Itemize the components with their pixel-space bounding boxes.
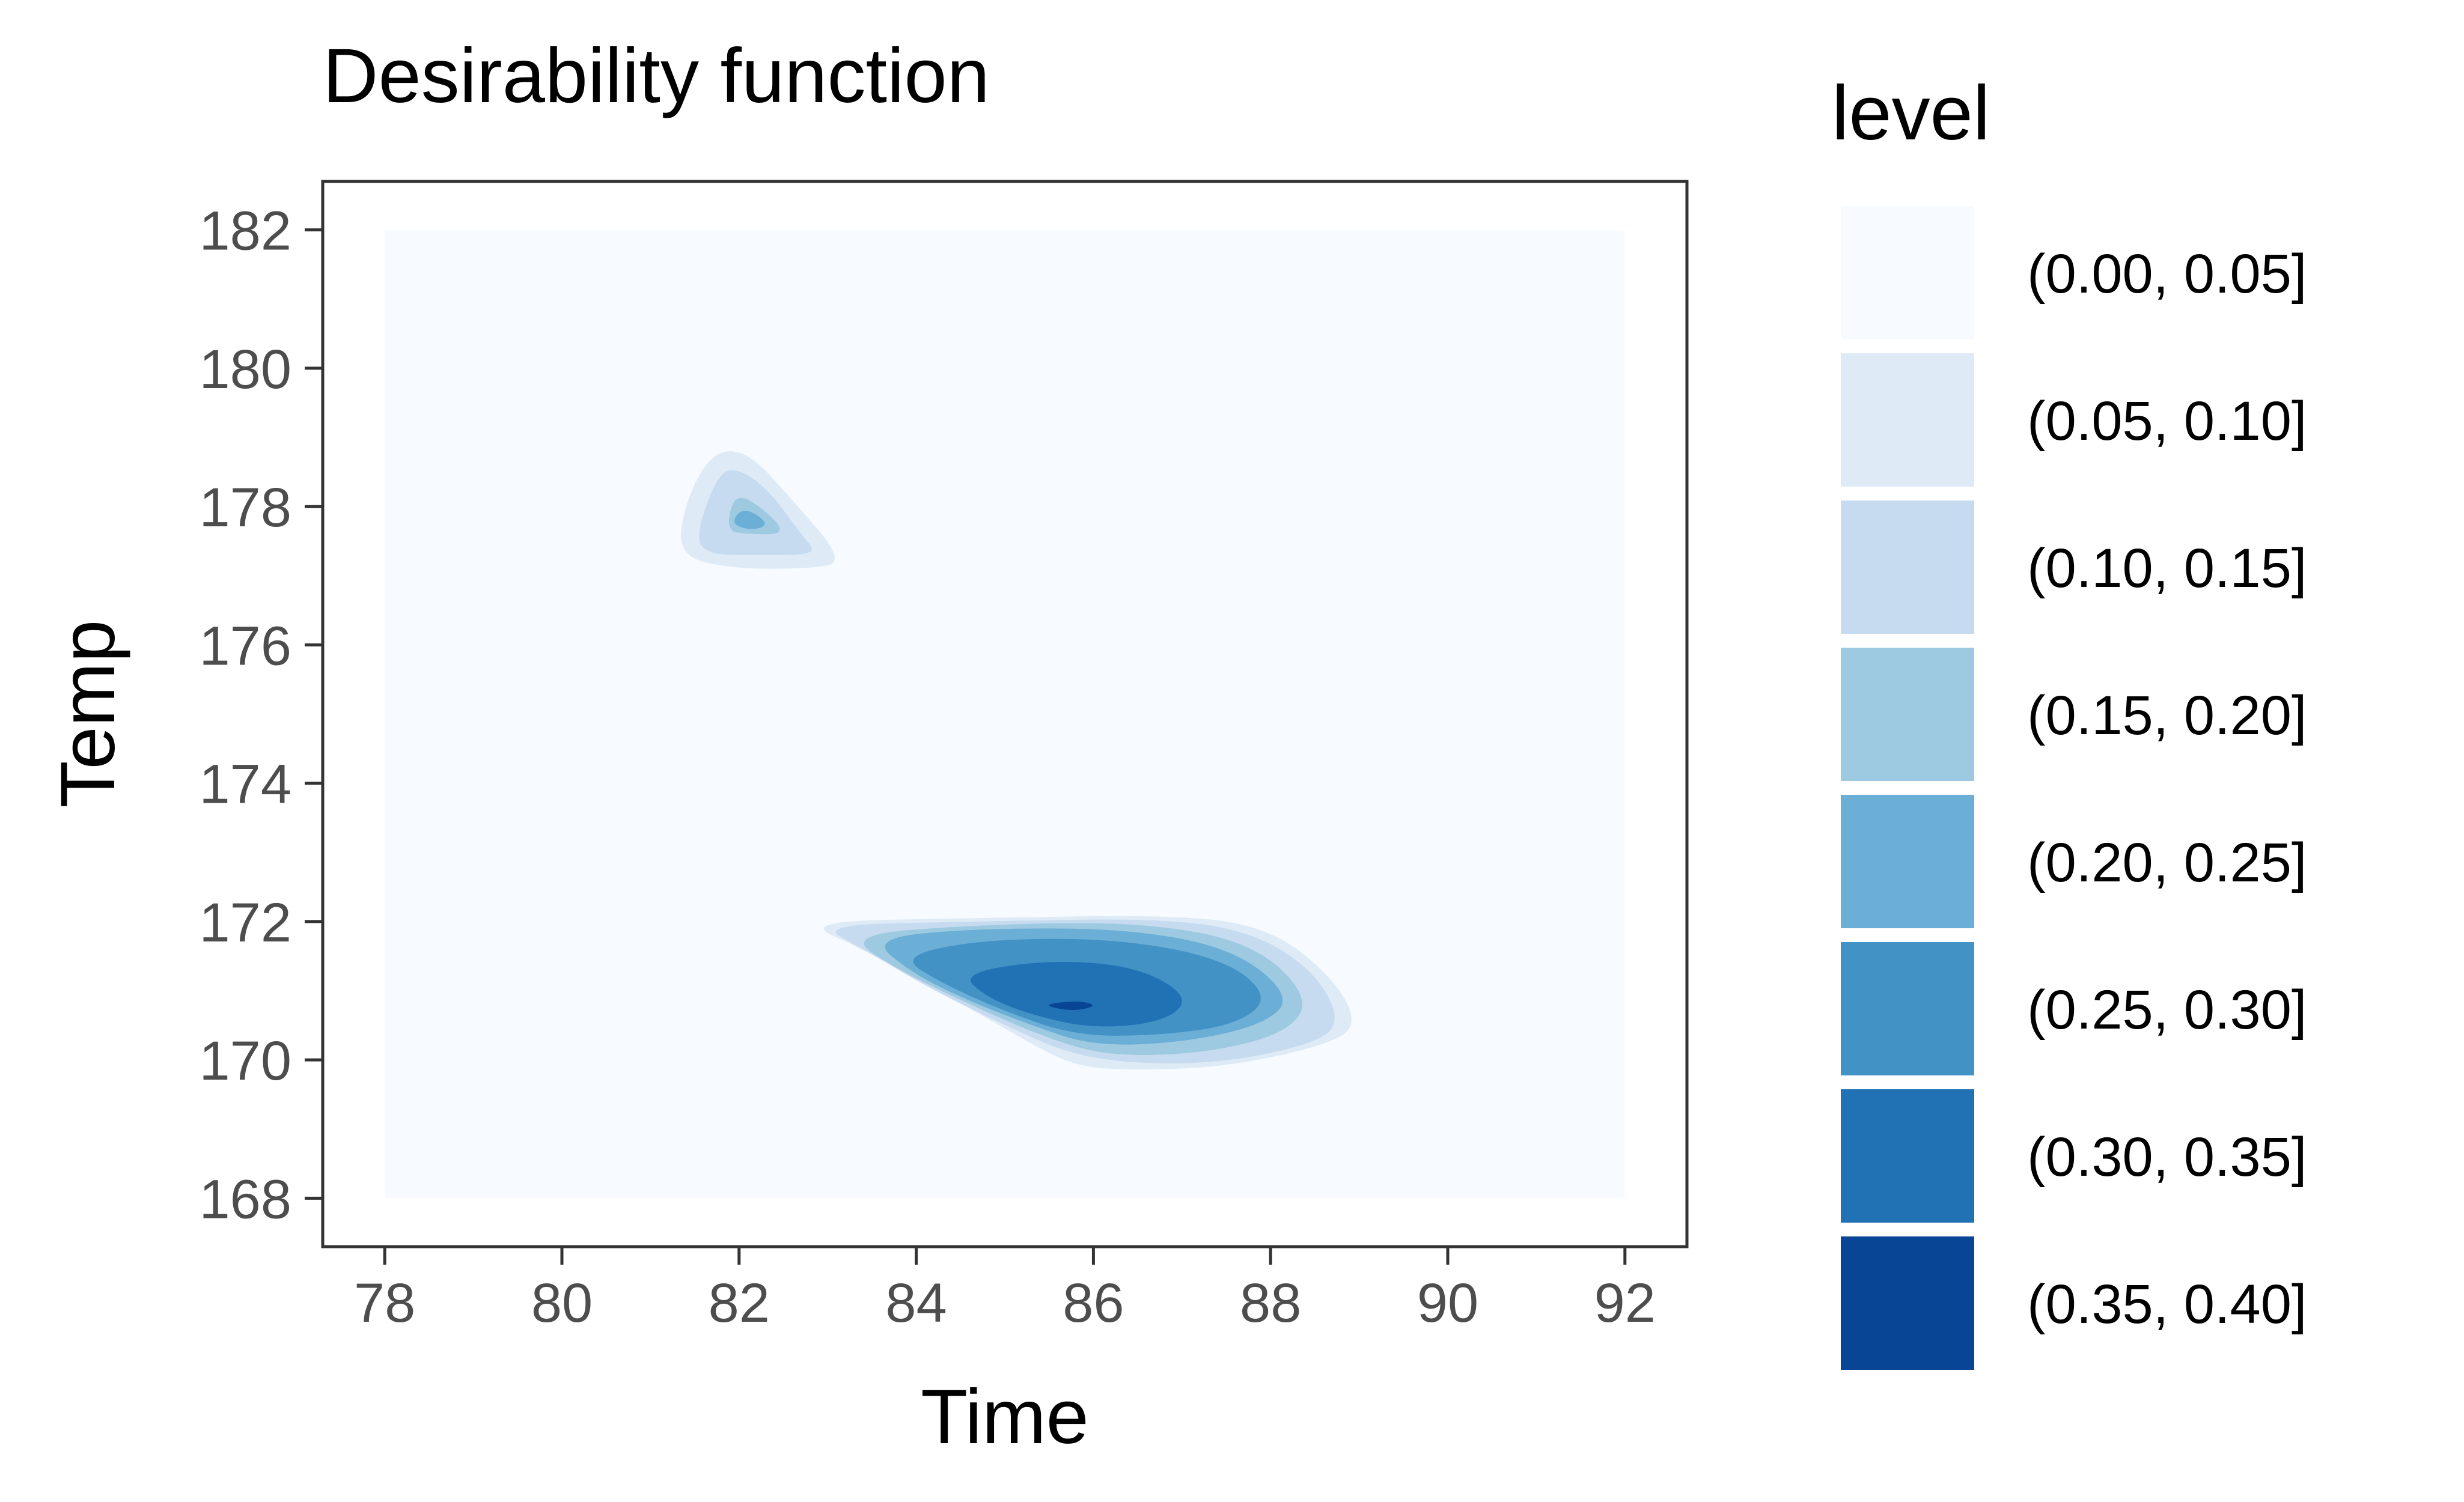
- legend-key: [1841, 942, 1974, 1075]
- legend-key: [1841, 1089, 1974, 1223]
- x-tick-label: 80: [531, 1272, 593, 1334]
- legend-key: [1841, 795, 1974, 928]
- legend-label: (0.20, 0.25]: [2027, 832, 2307, 893]
- y-axis-title: Temp: [45, 620, 131, 808]
- legend-label: (0.35, 0.40]: [2027, 1274, 2307, 1335]
- legend: level (0.00, 0.05] (0.05, 0.10] (0.10, 0.1…: [1832, 70, 2307, 1370]
- x-tick-label: 78: [354, 1272, 415, 1334]
- x-tick-label: 90: [1417, 1272, 1478, 1334]
- contour-band-4: [734, 511, 765, 529]
- contour-band-0: [385, 230, 1625, 1199]
- legend-key: [1841, 206, 1974, 339]
- legend-key: [1841, 353, 1974, 487]
- x-axis: 78 80 82 84 86 88 90 92: [354, 1247, 1656, 1334]
- legend-label: (0.30, 0.35]: [2027, 1126, 2307, 1188]
- contour-fill-layer: [385, 230, 1625, 1199]
- y-tick-label: 180: [200, 339, 292, 400]
- contour-band-6: [971, 962, 1182, 1027]
- legend-label: (0.05, 0.10]: [2027, 391, 2307, 452]
- y-tick-label: 182: [200, 201, 292, 262]
- y-tick-label: 178: [200, 477, 292, 538]
- x-axis-title: Time: [921, 1374, 1089, 1460]
- y-axis: 168 170 172 174 176 178 180 182: [200, 201, 323, 1230]
- x-tick-label: 84: [885, 1272, 947, 1334]
- x-tick-label: 92: [1594, 1272, 1656, 1334]
- legend-key: [1841, 500, 1974, 634]
- contour-band-7: [1049, 1002, 1093, 1011]
- legend-key: [1841, 648, 1974, 781]
- y-tick-label: 170: [200, 1030, 292, 1092]
- x-tick-label: 82: [709, 1272, 770, 1334]
- legend-label: (0.00, 0.05]: [2027, 243, 2307, 305]
- legend-label: (0.25, 0.30]: [2027, 979, 2307, 1041]
- x-tick-label: 86: [1063, 1272, 1124, 1334]
- y-tick-label: 172: [200, 892, 292, 953]
- plot-area: [321, 180, 1689, 1248]
- legend-label: (0.15, 0.20]: [2027, 685, 2307, 746]
- chart-title: Desirability function: [323, 33, 990, 119]
- y-tick-label: 174: [200, 754, 292, 815]
- legend-label: (0.10, 0.15]: [2027, 538, 2307, 599]
- legend-title: level: [1832, 70, 1990, 156]
- x-tick-label: 88: [1240, 1272, 1301, 1334]
- y-tick-label: 168: [200, 1169, 292, 1230]
- y-tick-label: 176: [200, 615, 292, 677]
- plot-panel-border: [321, 180, 1689, 1248]
- legend-key: [1841, 1236, 1974, 1370]
